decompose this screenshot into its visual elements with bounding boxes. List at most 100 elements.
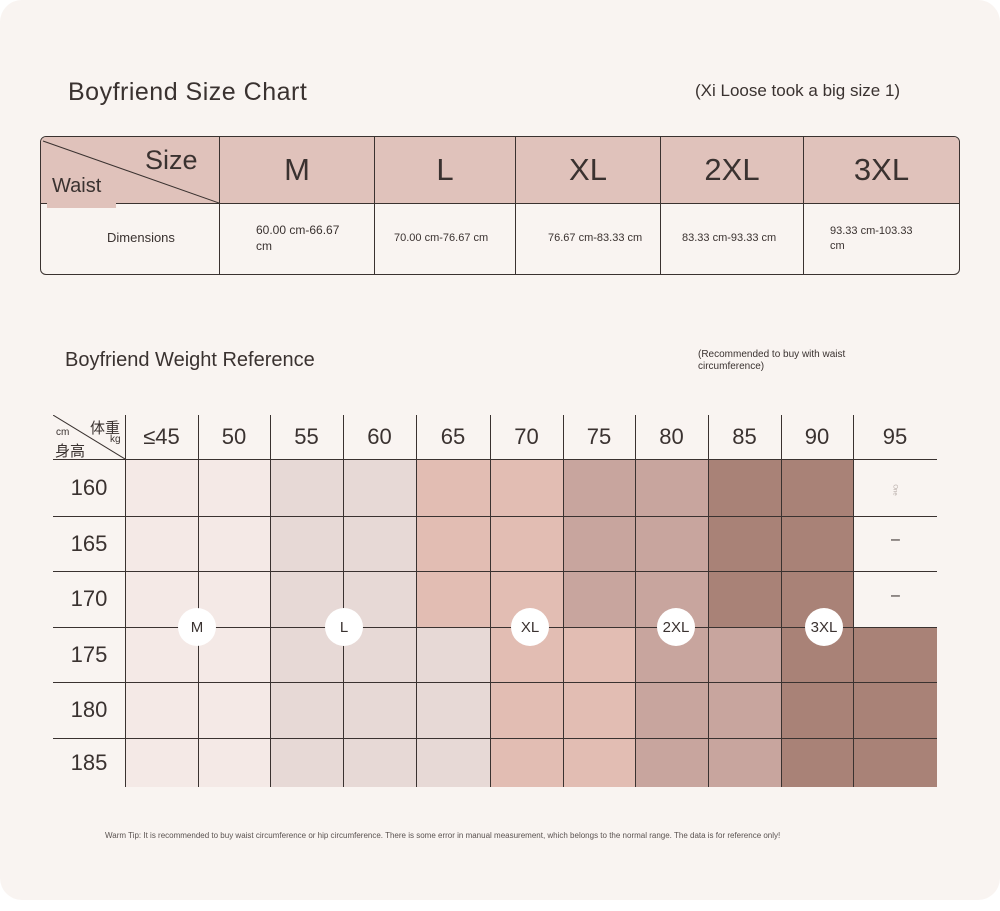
size-header-m: M [284, 152, 310, 187]
size-badge-xl: XL [511, 608, 549, 646]
range-m: 60.00 cm-66.67 cm [256, 222, 340, 253]
grid-cell [416, 682, 490, 738]
grid-cell [343, 738, 416, 787]
weight-reference-note: (Recommended to buy with waist circumfer… [698, 349, 846, 372]
grid-cell [343, 459, 416, 516]
size-chart-title: Boyfriend Size Chart [68, 78, 308, 106]
weight-header: 90 [804, 424, 830, 449]
corner-tab [47, 199, 116, 208]
tiny-mark: One [891, 484, 898, 496]
weight-header: 95 [882, 424, 908, 449]
size-table-header [41, 137, 959, 204]
grid-row-line [53, 516, 937, 517]
height-header: 170 [70, 586, 108, 611]
corner-diagonal [42, 140, 219, 203]
weight-header: 75 [586, 424, 612, 449]
grid-cell [125, 682, 198, 738]
weight-reference-title: Boyfriend Weight Reference [65, 349, 315, 371]
range-xl: 76.67 cm-83.33 cm [548, 232, 643, 245]
dash-mark: – [891, 587, 900, 604]
grid-col-line [343, 415, 344, 787]
grid-cell [708, 571, 781, 627]
warm-tip: Warm Tip: It is recommended to buy waist… [105, 831, 781, 840]
grid-row-line [53, 738, 937, 739]
grid-cell [563, 516, 635, 571]
range-l: 70.00 cm-76.67 cm [394, 232, 489, 245]
grid-cell [270, 516, 343, 571]
grid-cell [416, 627, 490, 682]
height-header: 180 [70, 697, 108, 722]
grid-cell [343, 516, 416, 571]
size-header-l: L [436, 152, 454, 187]
grid-cell [563, 627, 635, 682]
grid-cell [490, 682, 563, 738]
size-badge-l: L [325, 608, 363, 646]
grid-cell [198, 459, 270, 516]
weight-header: 80 [659, 424, 684, 449]
grid-cell [635, 516, 708, 571]
weight-header: 55 [294, 424, 319, 449]
grid-cell [416, 738, 490, 787]
grid-cell [781, 738, 853, 787]
corner-size-label: Size [145, 145, 198, 175]
grid-cell [853, 682, 937, 738]
size-header-3xl: 3XL [853, 152, 910, 187]
grid-cell [416, 459, 490, 516]
corner-height-label: 身高 [55, 443, 86, 460]
weight-header: 85 [732, 424, 757, 449]
grid-cell [708, 682, 781, 738]
size-header-2xl: 2XL [704, 152, 760, 187]
grid-col-line [708, 415, 709, 787]
grid-cell [635, 738, 708, 787]
grid-cell [563, 682, 635, 738]
size-table: Size Waist M L XL 2XL 3XL Dimensions 60.… [40, 136, 960, 275]
grid-corner-diagonal [53, 415, 125, 459]
grid-cell [125, 459, 198, 516]
weight-header: 60 [367, 424, 392, 449]
size-badge-2xl: 2XL [657, 608, 695, 646]
corner-waist-label: Waist [52, 175, 102, 197]
grid-cell [708, 738, 781, 787]
grid-cell [635, 459, 708, 516]
grid-col-line [270, 415, 271, 787]
corner-weight-unit: kg [110, 434, 121, 445]
grid-cell [125, 516, 198, 571]
height-header: 160 [70, 474, 108, 500]
grid-cell [270, 459, 343, 516]
grid-cell [416, 571, 490, 627]
grid-cell [708, 459, 781, 516]
grid-col-line [125, 415, 126, 787]
grid-cell [270, 738, 343, 787]
weight-header: 50 [221, 424, 247, 449]
height-header: 165 [70, 530, 108, 556]
grid-cell [635, 682, 708, 738]
range-3xl: 93.33 cm-103.33 cm [830, 225, 913, 252]
size-header-xl: XL [569, 152, 607, 187]
grid-cell [853, 738, 937, 787]
row-label-dimensions: Dimensions [107, 230, 175, 246]
weight-header: 70 [514, 424, 539, 449]
weight-grid: 体重 kg cm 身高 ≤45 50 55 60 65 70 75 80 85 90 95 160 16… [53, 415, 937, 787]
grid-col-line [490, 415, 491, 787]
grid-cell [343, 682, 416, 738]
grid-cell [708, 627, 781, 682]
grid-cell [781, 516, 853, 571]
grid-cell [853, 627, 937, 682]
grid-cell [563, 571, 635, 627]
grid-col-line [198, 415, 199, 787]
grid-row-line [53, 571, 937, 572]
grid-col-line [635, 415, 636, 787]
grid-row-line [53, 627, 937, 628]
grid-row-line [53, 682, 937, 683]
size-badge-3xl: 3XL [805, 608, 843, 646]
size-badge-m: M [178, 608, 216, 646]
grid-col-line [416, 415, 417, 787]
grid-cell [490, 516, 563, 571]
grid-cell [490, 459, 563, 516]
grid-cell [781, 682, 853, 738]
corner-height-unit: cm [56, 427, 70, 438]
grid-cell [198, 516, 270, 571]
grid-col-line [563, 415, 564, 787]
weight-header: ≤45 [143, 424, 180, 449]
